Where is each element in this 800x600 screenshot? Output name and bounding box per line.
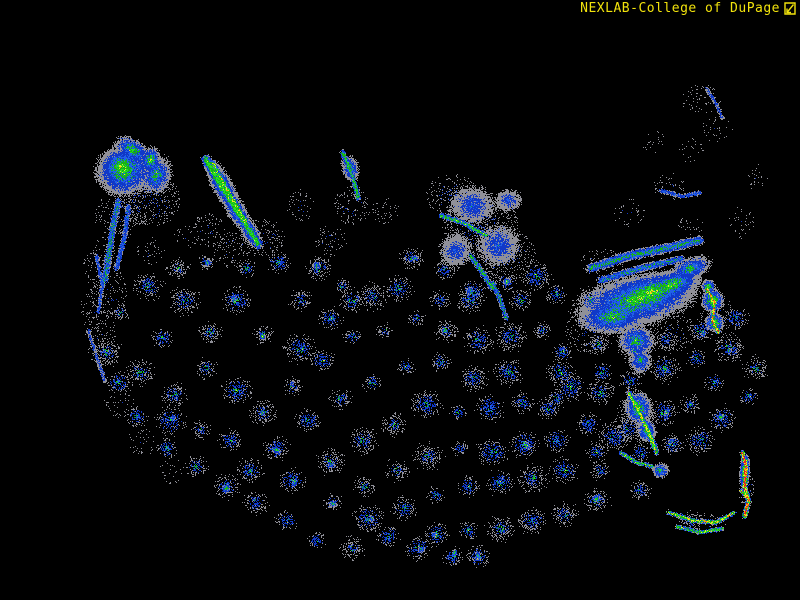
branding-label: NEXLAB-College of DuPage	[580, 1, 780, 16]
cod-nexlab-logo-icon	[784, 2, 796, 15]
branding: NEXLAB-College of DuPage	[580, 1, 796, 16]
